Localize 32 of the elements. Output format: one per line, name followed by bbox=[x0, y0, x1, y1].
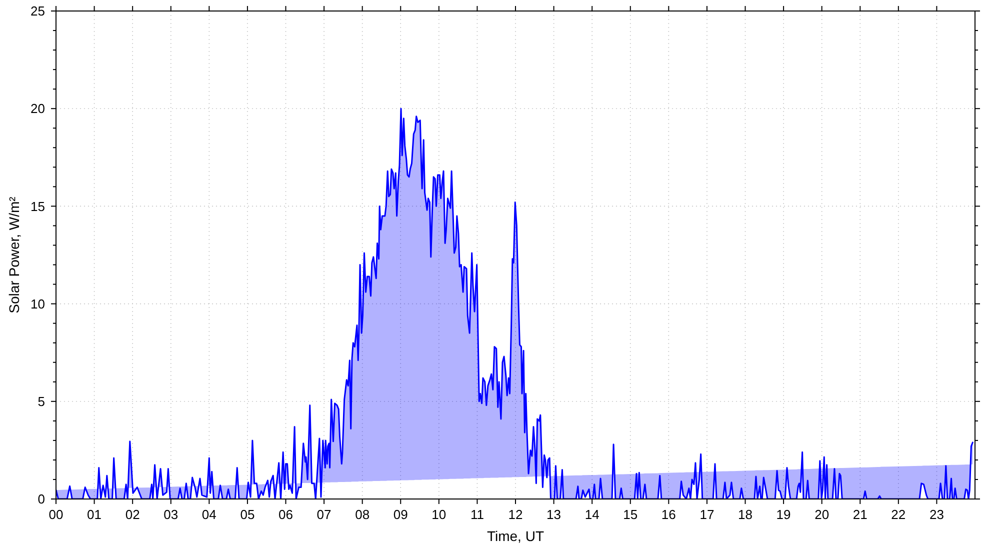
y-tick-label: 10 bbox=[30, 296, 45, 312]
x-tick-label: 16 bbox=[661, 507, 676, 522]
x-tick-label: 17 bbox=[700, 507, 714, 522]
y-tick-label: 15 bbox=[30, 198, 45, 214]
x-tick-label: 03 bbox=[164, 507, 178, 522]
x-axis-title: Time, UT bbox=[486, 528, 544, 544]
x-tick-label: 22 bbox=[891, 507, 906, 522]
x-tick-label: 04 bbox=[202, 507, 216, 522]
x-tick-label: 13 bbox=[546, 507, 562, 522]
x-tick-label: 14 bbox=[584, 507, 600, 522]
x-tick-label: 15 bbox=[623, 507, 638, 522]
y-tick-label: 20 bbox=[30, 101, 45, 116]
x-tick-label: 06 bbox=[278, 507, 293, 522]
x-tick-label: 20 bbox=[814, 507, 830, 522]
x-tick-label: 10 bbox=[432, 507, 446, 522]
x-tick-label: 07 bbox=[316, 507, 332, 522]
x-tick-label: 23 bbox=[929, 507, 944, 522]
x-tick-label: 05 bbox=[240, 507, 255, 522]
x-tick-label: 09 bbox=[393, 507, 408, 522]
x-tick-label: 18 bbox=[738, 507, 752, 522]
x-tick-label: 01 bbox=[87, 507, 102, 522]
y-tick-label: 0 bbox=[38, 492, 45, 507]
x-tick-label: 19 bbox=[776, 507, 791, 522]
x-tick-label: 08 bbox=[355, 507, 370, 522]
y-tick-label: 5 bbox=[38, 394, 45, 409]
x-tick-label: 00 bbox=[48, 507, 64, 522]
x-tick-label: 12 bbox=[508, 507, 523, 522]
y-tick-label: 25 bbox=[30, 4, 45, 19]
x-tick-label: 21 bbox=[852, 507, 868, 522]
y-axis-title: Solar Power, W/m² bbox=[6, 196, 22, 314]
x-tick-label: 02 bbox=[125, 507, 140, 522]
x-tick-label: 11 bbox=[470, 507, 484, 522]
